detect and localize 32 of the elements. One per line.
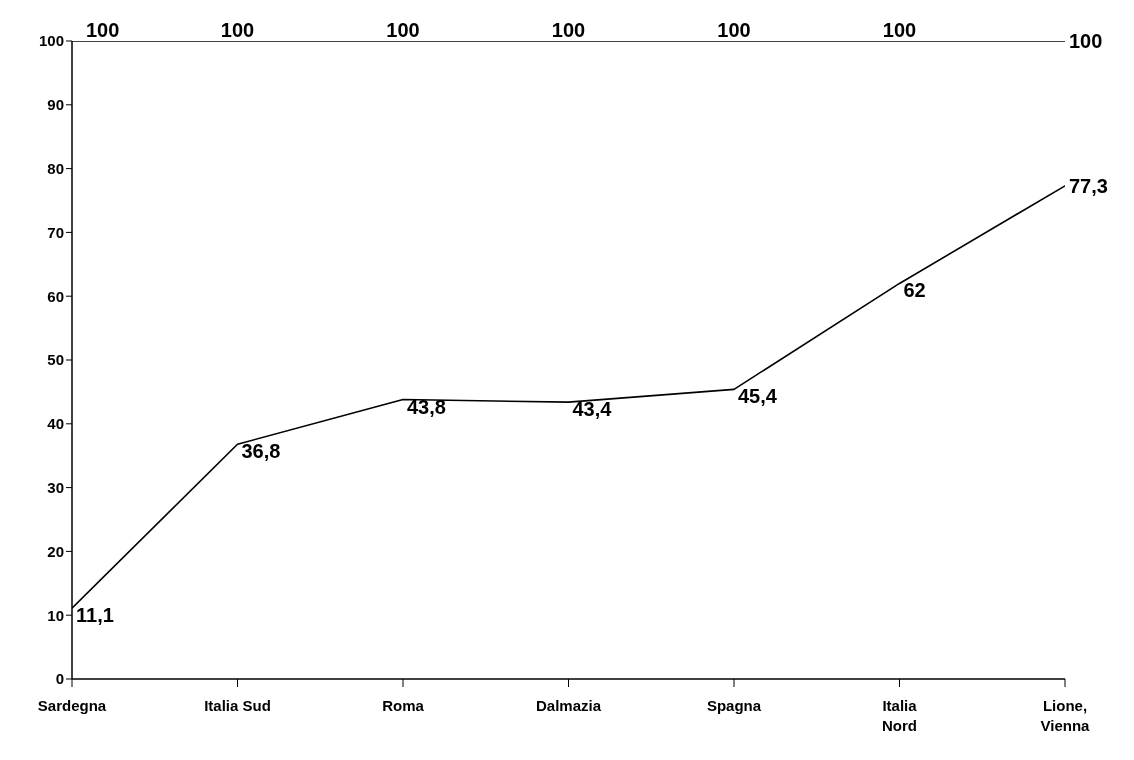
y-tick-label: 60 bbox=[47, 287, 64, 305]
y-tick-label: 50 bbox=[47, 351, 64, 369]
y-tick-label: 80 bbox=[47, 159, 64, 177]
x-tick-label: Spagna bbox=[706, 697, 762, 714]
x-tick-label: Italia Sud bbox=[204, 697, 271, 714]
y-tick-label: 90 bbox=[47, 96, 64, 114]
data-label: 77,3 bbox=[1069, 174, 1108, 197]
x-tick-label: Roma bbox=[382, 697, 425, 714]
data-label: 100 bbox=[86, 19, 120, 41]
x-tick-label: Sardegna bbox=[37, 697, 107, 714]
x-tick-label: Lione, Vienna bbox=[1040, 697, 1091, 734]
y-tick-label: 0 bbox=[55, 670, 64, 688]
data-label: 100 bbox=[717, 19, 751, 41]
x-tick-label: Dalmazia bbox=[535, 697, 602, 714]
data-label: 62 bbox=[903, 279, 926, 302]
y-tick-label: 40 bbox=[47, 415, 64, 433]
y-tick-label: 10 bbox=[47, 606, 64, 624]
data-label: 43,4 bbox=[572, 398, 613, 421]
data-label: 100 bbox=[220, 19, 255, 41]
data-label: 11,1 bbox=[76, 604, 114, 627]
y-tick-label: 70 bbox=[47, 223, 64, 241]
data-label: 100 bbox=[1069, 30, 1103, 52]
data-label: 43,8 bbox=[407, 395, 446, 418]
y-tick-label: 20 bbox=[47, 542, 64, 560]
data-label: 100 bbox=[386, 19, 420, 41]
y-tick-label: 30 bbox=[47, 478, 64, 496]
y-tick-label: 100 bbox=[38, 32, 64, 50]
data-label: 100 bbox=[551, 19, 586, 41]
data-label: 100 bbox=[882, 19, 917, 41]
data-label: 45,4 bbox=[738, 385, 778, 408]
data-label: 36,8 bbox=[241, 440, 281, 463]
x-tick-label: Italia Nord bbox=[882, 697, 918, 734]
